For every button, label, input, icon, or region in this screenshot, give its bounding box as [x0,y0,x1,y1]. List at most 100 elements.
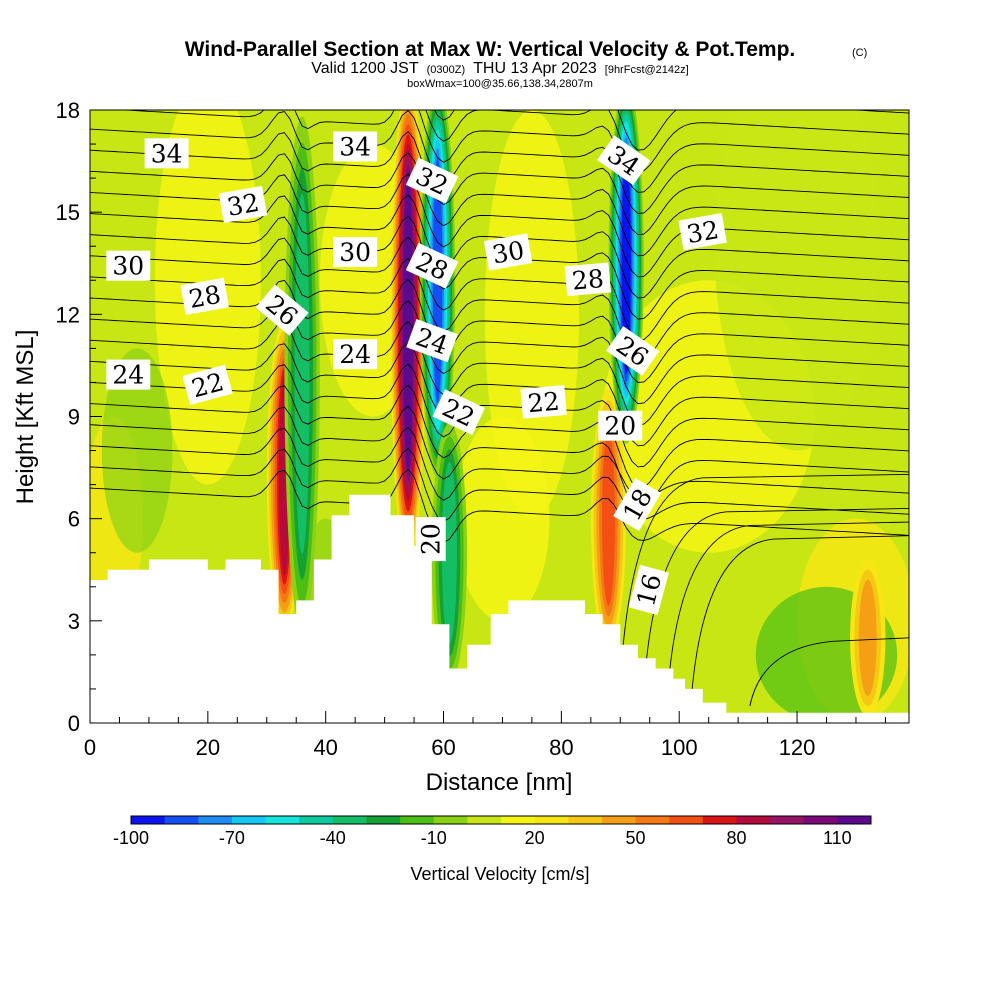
theta-contour-line [90,342,909,447]
contour-label-text: 24 [112,361,144,390]
contour-label-box [255,284,309,336]
x-tick-label: 80 [549,735,573,760]
velocity-core [601,431,616,606]
axis-ticks: 0 20 40 60 80 100 120 0 3 6 9 12 15 18 [56,98,886,760]
x-tick-label: 20 [196,735,220,760]
velocity-core [621,152,631,375]
colorbar-swatch [568,816,603,824]
theta-contour-line [619,473,909,683]
theta-contour-line [117,110,909,193]
colorbar-swatch [770,816,805,824]
colorbar-swatch [131,816,166,824]
colorbar-swatch [534,816,569,824]
contour-label-box [597,135,651,186]
colorbar-tick-label: -70 [219,828,245,848]
x-tick-label: 0 [84,735,96,760]
theta-contour-line [90,405,909,510]
y-axis-label: Height [Kft MSL] [12,330,39,505]
y-tick-label: 0 [68,711,80,736]
colorbar-swatch [501,816,536,824]
contour-label-box [182,364,233,406]
colorbar-swatch [299,816,334,824]
y-tick-label: 9 [68,405,80,430]
colorbar-swatch [164,816,199,824]
contour-label: 34 [333,131,378,162]
contour-label: 30 [106,250,151,281]
contour-label: 16 [628,564,669,616]
chart-subtitle: Valid 1200 JST (0300Z) THU 13 Apr 2023 [… [311,60,688,77]
x-tick-label: 120 [779,735,816,760]
contour-label: 32 [218,185,268,224]
theta-contour-line [90,321,909,426]
contour-label-text: 20 [604,412,636,441]
subtitle-valid: Valid 1200 JST [311,60,419,77]
colorbar-tick-label: -100 [113,828,149,848]
velocity-zone [484,110,580,519]
contour-label-text: 30 [339,238,371,267]
velocity-field [90,110,909,723]
colorbar-swatch [702,816,737,824]
colorbar-swatch [669,816,704,824]
contour-label-box [564,262,612,297]
y-tick-label: 18 [56,98,80,123]
x-axis-label: Distance [nm] [426,769,573,796]
colorbar-tick-label: -10 [421,828,447,848]
y-tick-label: 12 [56,302,80,327]
contour-label-text: 22 [527,387,561,419]
theta-contour-line [90,447,909,522]
contour-label: 20 [598,410,643,441]
velocity-core [858,579,877,697]
contour-label-box [678,213,727,251]
subtitle-date: THU 13 Apr 2023 [473,60,597,77]
chart-title: Wind-Parallel Section at Max W: Vertical… [185,38,796,61]
contour-label-box [180,277,229,315]
velocity-zone [714,110,880,451]
colorbar-swatch [265,816,300,824]
colorbar-swatch [366,816,401,824]
colorbar-swatch [837,816,872,824]
x-tick-label: 60 [431,735,455,760]
colorbar-swatch [803,816,838,824]
velocity-core [441,462,457,644]
x-tick-label: 100 [661,735,698,760]
theta-contour-line [90,384,909,489]
contour-label-box [333,131,378,162]
colorbar-label: Vertical Velocity [cm/s] [410,864,589,884]
contour-label-text: 28 [187,280,223,314]
theta-contour-line [90,236,909,341]
copyright-mark: (C) [852,47,867,59]
theta-contour-line [643,508,909,689]
velocity-core [294,193,310,554]
info-line: boxWmax=100@35.66,138.34,2807m [407,78,593,90]
contour-label-box [606,326,660,376]
colorbar-tick-label: 50 [626,828,646,848]
contour-label: 28 [180,277,229,315]
contour-label-text: 32 [225,188,261,222]
velocity-core [403,175,413,471]
contour-label-box [628,564,669,616]
contour-label-text: 32 [685,215,721,249]
colorbar-swatch [467,816,502,824]
colorbar-swatch [736,816,771,824]
theta-contour-line [90,426,909,501]
contour-label: 28 [564,262,612,297]
theta-contour-line [90,110,909,214]
colorbar-tick-label: -40 [320,828,346,848]
colorbar-swatch [231,816,267,824]
contour-label: 34 [144,138,189,169]
contour-label-box [483,233,533,271]
contour-label-text: 24 [339,340,371,369]
contour-label: 30 [483,233,533,271]
contour-label: 20 [415,517,446,562]
contour-label-box [613,477,662,532]
contour-label-text: 34 [151,139,183,168]
contour-label: 24 [106,359,151,390]
colorbar-frame [130,815,872,825]
theta-contour-line [749,637,909,707]
theta-contour-line [90,257,909,362]
velocity-zone [455,416,550,621]
theta-contour-line [90,131,909,236]
contour-label-box [598,410,643,441]
